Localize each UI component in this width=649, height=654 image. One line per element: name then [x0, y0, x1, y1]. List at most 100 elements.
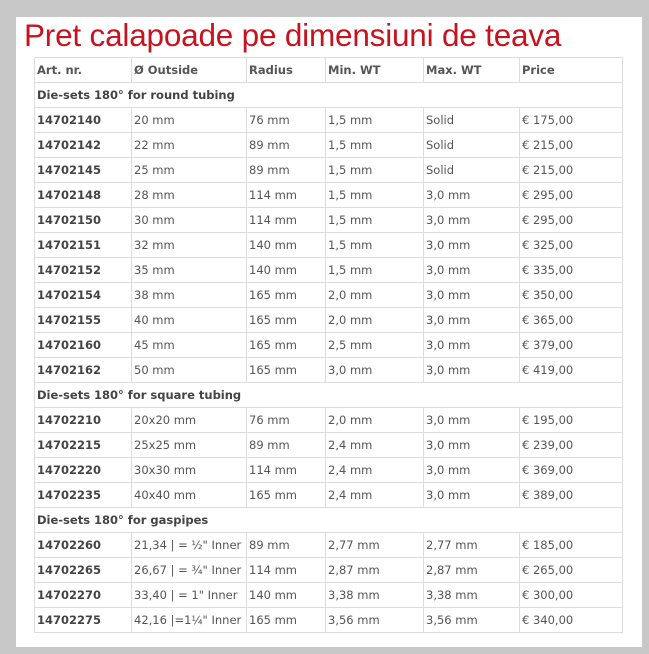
cell-art-nr: 14702151 — [34, 232, 132, 258]
cell-outside-diameter: 20 mm — [131, 107, 247, 133]
cell-radius: 165 mm — [246, 307, 326, 333]
cell-outside-diameter: 33,40 | = 1" Inner — [131, 582, 247, 608]
cell-art-nr: 14702215 — [34, 432, 132, 458]
cell-price: € 325,00 — [519, 232, 623, 258]
cell-min-wt: 2,4 mm — [325, 482, 424, 508]
cell-min-wt: 1,5 mm — [325, 157, 424, 183]
table-row: 14702142 22 mm 89 mm 1,5 mm Solid € 215,00 — [34, 132, 623, 158]
cell-max-wt: 3,0 mm — [423, 457, 520, 483]
cell-outside-diameter: 32 mm — [131, 232, 247, 258]
cell-radius: 140 mm — [246, 582, 326, 608]
cell-price: € 239,00 — [519, 432, 623, 458]
cell-art-nr: 14702142 — [34, 132, 132, 158]
cell-art-nr: 14702210 — [34, 407, 132, 433]
table-row: 14702152 35 mm 140 mm 1,5 mm 3,0 mm € 335,00 — [34, 257, 623, 283]
cell-min-wt: 2,77 mm — [325, 532, 424, 558]
cell-art-nr: 14702154 — [34, 282, 132, 308]
cell-outside-diameter: 26,67 | = ¾" Inner — [131, 557, 247, 583]
cell-outside-diameter: 25 mm — [131, 157, 247, 183]
cell-max-wt: 3,0 mm — [423, 482, 520, 508]
cell-radius: 76 mm — [246, 107, 326, 133]
cell-min-wt: 3,38 mm — [325, 582, 424, 608]
cell-price: € 340,00 — [519, 607, 623, 633]
cell-price: € 295,00 — [519, 182, 623, 208]
header-row: Art. nr. Ø Outside Radius Min. WT Max. WT Pri… — [34, 57, 623, 83]
column-header-price: Price — [519, 57, 623, 83]
section-label: Die-sets 180° for square tubing — [34, 382, 623, 408]
cell-radius: 140 mm — [246, 232, 326, 258]
cell-min-wt: 2,0 mm — [325, 407, 424, 433]
cell-radius: 114 mm — [246, 182, 326, 208]
cell-art-nr: 14702265 — [34, 557, 132, 583]
cell-max-wt: Solid — [423, 132, 520, 158]
cell-outside-diameter: 20x20 mm — [131, 407, 247, 433]
cell-art-nr: 14702145 — [34, 157, 132, 183]
cell-art-nr: 14702148 — [34, 182, 132, 208]
cell-max-wt: 3,56 mm — [423, 607, 520, 633]
column-header-outside-diameter: Ø Outside — [131, 57, 247, 83]
cell-price: € 389,00 — [519, 482, 623, 508]
table-row: 14702210 20x20 mm 76 mm 2,0 mm 3,0 mm € 195,0… — [34, 407, 623, 433]
cell-outside-diameter: 28 mm — [131, 182, 247, 208]
cell-price: € 215,00 — [519, 132, 623, 158]
cell-max-wt: 2,77 mm — [423, 532, 520, 558]
cell-min-wt: 1,5 mm — [325, 182, 424, 208]
cell-max-wt: 3,0 mm — [423, 282, 520, 308]
table-row: 14702154 38 mm 165 mm 2,0 mm 3,0 mm € 350,00 — [34, 282, 623, 308]
cell-max-wt: Solid — [423, 107, 520, 133]
cell-radius: 114 mm — [246, 207, 326, 233]
cell-art-nr: 14702162 — [34, 357, 132, 383]
cell-price: € 365,00 — [519, 307, 623, 333]
cell-price: € 185,00 — [519, 532, 623, 558]
cell-max-wt: 3,0 mm — [423, 257, 520, 283]
cell-max-wt: 3,38 mm — [423, 582, 520, 608]
table-row: 14702140 20 mm 76 mm 1,5 mm Solid € 175,00 — [34, 107, 623, 133]
cell-min-wt: 1,5 mm — [325, 232, 424, 258]
document-panel: Pret calapoade pe dimensiuni de teava Ar… — [16, 17, 642, 647]
table-row: 14702155 40 mm 165 mm 2,0 mm 3,0 mm € 365,00 — [34, 307, 623, 333]
cell-price: € 369,00 — [519, 457, 623, 483]
column-header-min-wt: Min. WT — [325, 57, 424, 83]
table-row: 14702151 32 mm 140 mm 1,5 mm 3,0 mm € 325,00 — [34, 232, 623, 258]
cell-min-wt: 1,5 mm — [325, 107, 424, 133]
cell-max-wt: 3,0 mm — [423, 357, 520, 383]
cell-max-wt: 3,0 mm — [423, 407, 520, 433]
cell-min-wt: 2,0 mm — [325, 307, 424, 333]
cell-price: € 350,00 — [519, 282, 623, 308]
cell-outside-diameter: 22 mm — [131, 132, 247, 158]
table-row: 14702150 30 mm 114 mm 1,5 mm 3,0 mm € 295,00 — [34, 207, 623, 233]
cell-max-wt: 3,0 mm — [423, 432, 520, 458]
cell-art-nr: 14702150 — [34, 207, 132, 233]
cell-radius: 165 mm — [246, 282, 326, 308]
price-table: Art. nr. Ø Outside Radius Min. WT Max. WT Pri… — [34, 57, 623, 633]
cell-radius: 114 mm — [246, 557, 326, 583]
cell-radius: 89 mm — [246, 157, 326, 183]
cell-price: € 379,00 — [519, 332, 623, 358]
cell-price: € 335,00 — [519, 257, 623, 283]
cell-art-nr: 14702155 — [34, 307, 132, 333]
cell-radius: 165 mm — [246, 357, 326, 383]
table-row: 14702270 33,40 | = 1" Inner 140 mm 3,38 mm 3… — [34, 582, 623, 608]
cell-art-nr: 14702220 — [34, 457, 132, 483]
cell-min-wt: 2,4 mm — [325, 432, 424, 458]
cell-art-nr: 14702152 — [34, 257, 132, 283]
cell-art-nr: 14702275 — [34, 607, 132, 633]
cell-max-wt: 2,87 mm — [423, 557, 520, 583]
cell-radius: 140 mm — [246, 257, 326, 283]
cell-price: € 195,00 — [519, 407, 623, 433]
cell-outside-diameter: 21,34 | = ½" Inner — [131, 532, 247, 558]
cell-outside-diameter: 50 mm — [131, 357, 247, 383]
cell-radius: 165 mm — [246, 607, 326, 633]
cell-price: € 295,00 — [519, 207, 623, 233]
cell-radius: 89 mm — [246, 132, 326, 158]
cell-price: € 265,00 — [519, 557, 623, 583]
cell-radius: 89 mm — [246, 532, 326, 558]
cell-outside-diameter: 38 mm — [131, 282, 247, 308]
table-row: 14702265 26,67 | = ¾" Inner 114 mm 2,87 mm 2… — [34, 557, 623, 583]
cell-outside-diameter: 42,16 |=1¼" Inner — [131, 607, 247, 633]
cell-outside-diameter: 45 mm — [131, 332, 247, 358]
cell-outside-diameter: 30x30 mm — [131, 457, 247, 483]
column-header-max-wt: Max. WT — [423, 57, 520, 83]
cell-outside-diameter: 40 mm — [131, 307, 247, 333]
column-header-radius: Radius — [246, 57, 326, 83]
